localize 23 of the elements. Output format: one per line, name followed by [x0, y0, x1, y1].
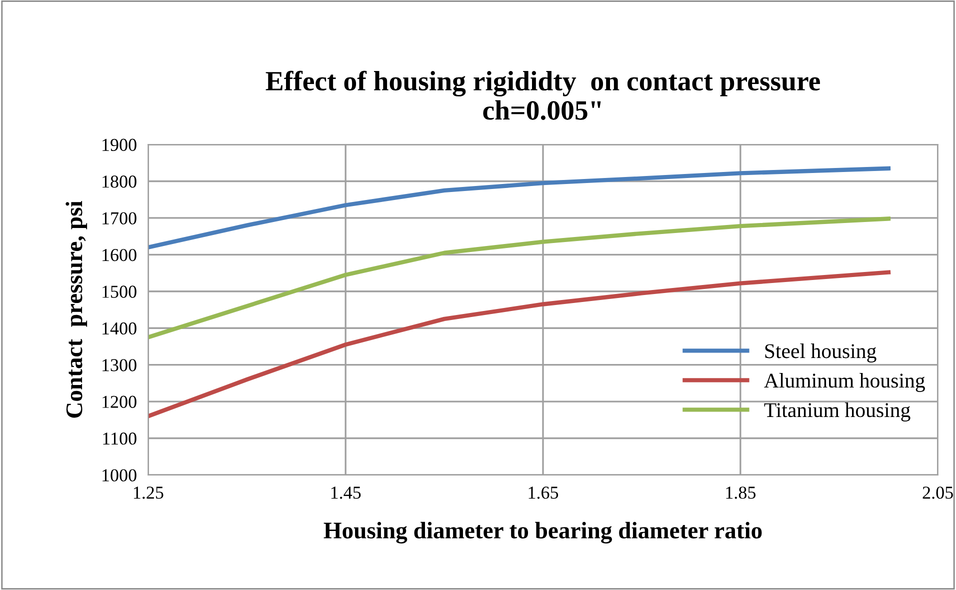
legend-label: Steel housing	[765, 344, 876, 362]
y-tick-label: 1000	[102, 469, 136, 482]
x-tick-label: 2.05	[922, 486, 953, 499]
y-tick-label: 1800	[102, 176, 136, 188]
x-tick-label: 1.45	[331, 486, 361, 499]
y-tick-label: 1900	[102, 138, 136, 151]
line-series	[148, 216, 891, 340]
legend-label: Titanium housing	[764, 402, 910, 422]
x-tick-label: 1.65	[528, 486, 558, 499]
y-axis-title: Contact pressure, psi	[66, 200, 88, 418]
y-tick-label: 1500	[102, 286, 136, 298]
y-tick-label: 1200	[102, 396, 136, 408]
legend-label: Aluminum housing	[764, 373, 925, 392]
y-tick-label: 1100	[103, 432, 136, 445]
y-tick-label: 1300	[102, 359, 136, 372]
y-tick-label: 1600	[102, 248, 136, 262]
y-tick-label: 1400	[102, 322, 136, 335]
y-tick-label: 1700	[102, 212, 136, 224]
x-tick-label: 1.85	[726, 486, 756, 499]
chart-title: Effect of housing rigididty on contact pressure ch=0.005"	[266, 70, 820, 120]
x-axis-title: Housing diameter to bearing diameter ratio	[324, 522, 762, 544]
x-tick-label: 1.25	[134, 486, 164, 499]
line-series	[148, 166, 891, 250]
